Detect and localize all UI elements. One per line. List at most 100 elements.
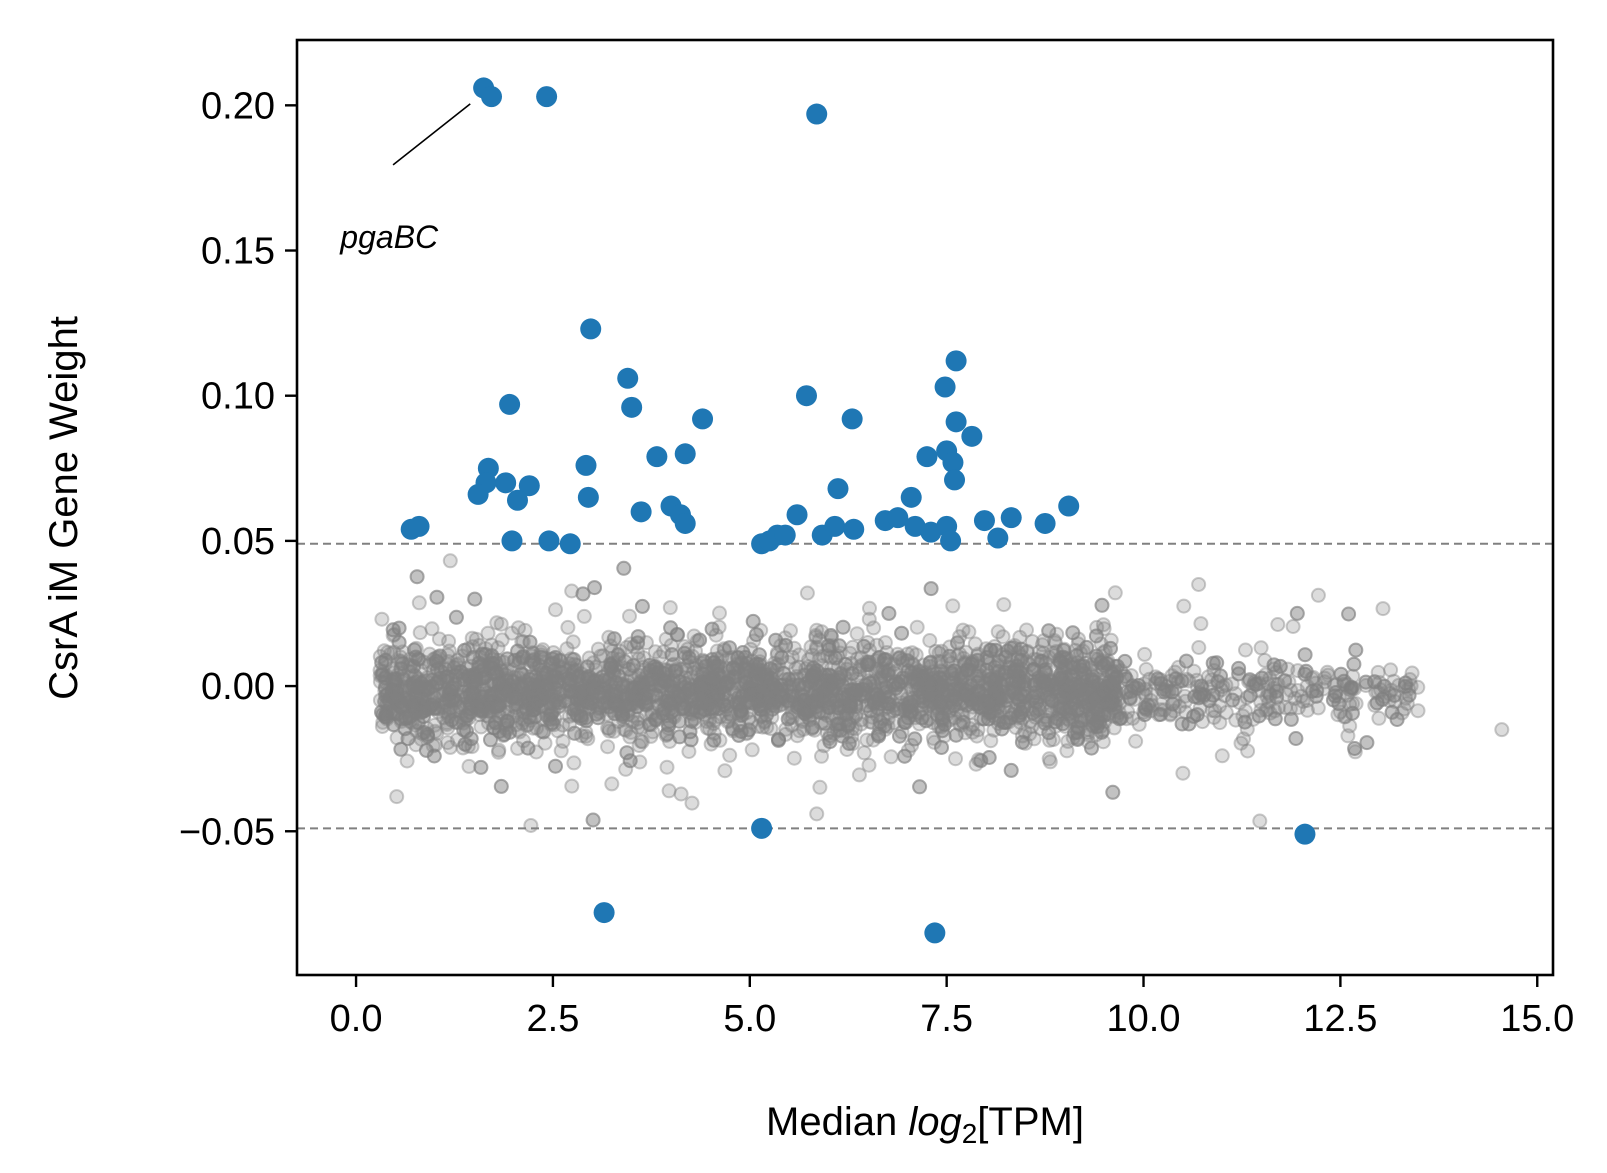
background-point [1080,725,1096,741]
background-point [957,725,973,741]
background-point [402,658,418,674]
background-point [484,686,500,702]
background-point [575,586,591,602]
background-point [1075,694,1091,710]
background-point [689,704,705,719]
background-point [396,692,412,708]
background-point [970,722,986,738]
background-point [933,663,949,679]
background-point [619,680,635,696]
background-point [1374,691,1390,707]
background-point [928,692,944,708]
background-point [458,712,474,728]
background-point [432,648,448,664]
background-point [732,708,748,724]
background-point [712,732,728,748]
background-point [534,710,550,726]
significant-point [940,530,962,552]
background-point [1108,684,1124,700]
background-point [743,687,759,703]
background-point [1014,649,1030,665]
background-point [799,585,815,601]
background-point [394,669,410,685]
background-point [1128,733,1144,749]
background-point [565,634,581,650]
background-point [1096,674,1112,690]
background-point [973,711,989,727]
background-point [882,688,898,704]
background-point [645,688,661,704]
background-point [1210,674,1226,690]
background-point [778,637,794,653]
significant-point [1058,495,1080,517]
background-point [1295,694,1311,709]
background-point [604,643,620,659]
background-point [892,728,907,744]
background-point [859,664,875,679]
background-point [1104,665,1120,680]
background-point [499,662,515,678]
background-point [1310,700,1326,716]
background-point [822,734,838,750]
background-point [1171,659,1186,675]
background-point [1253,694,1269,710]
background-point [456,687,471,703]
background-point [777,691,793,707]
background-point [440,706,456,722]
x-tick-label: 2.5 [527,998,580,1040]
background-point [625,658,641,674]
background-point [873,669,889,685]
significant-point [934,376,956,398]
background-point [680,641,696,657]
background-point [812,779,828,795]
background-point [546,679,562,695]
background-point [756,681,772,697]
background-point [1011,698,1026,714]
background-point [831,669,847,685]
background-point [656,666,672,681]
background-point [1368,684,1384,700]
background-point [663,638,679,653]
background-point [545,645,561,661]
background-point [677,676,692,691]
background-point [904,704,920,720]
background-point [400,731,416,747]
background-point [914,666,929,681]
background-point [817,696,833,712]
background-point [809,806,825,822]
background-point [681,650,697,665]
background-point [457,736,473,752]
background-point [829,674,845,690]
background-point [1251,708,1267,724]
background-point [809,622,825,638]
background-point [1267,711,1283,727]
background-point [549,676,565,692]
background-point [672,729,688,745]
background-point [765,676,781,692]
background-point [857,686,873,702]
background-point [815,693,831,709]
background-point [863,703,878,719]
background-point [1031,644,1047,660]
background-point [933,659,949,675]
background-point [389,688,405,704]
background-point [990,664,1006,679]
background-point [1081,696,1097,711]
background-point [1022,657,1038,673]
background-point [570,708,586,724]
background-point [653,691,669,707]
background-point [638,635,654,651]
background-point [601,690,617,706]
background-point [1297,666,1313,682]
background-point [1331,688,1347,704]
background-point [657,674,673,690]
background-point [425,663,441,679]
background-point [1104,677,1120,693]
background-point [979,649,995,665]
background-point [492,673,508,689]
background-point [488,698,504,714]
background-point [816,738,832,754]
background-point [633,673,649,689]
background-point [738,660,754,676]
background-point [677,649,693,665]
